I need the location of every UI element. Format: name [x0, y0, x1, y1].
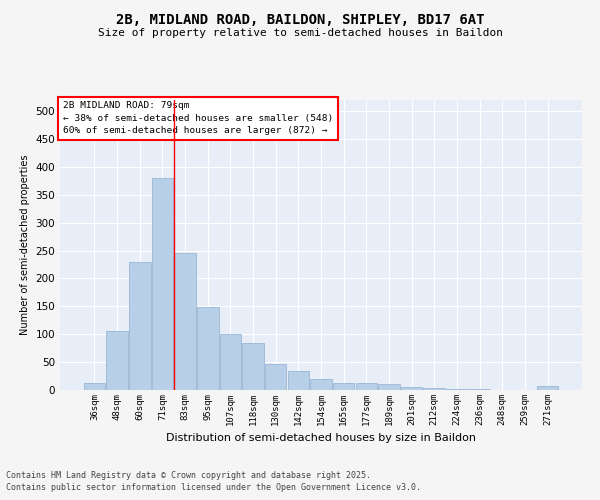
Text: 2B MIDLAND ROAD: 79sqm
← 38% of semi-detached houses are smaller (548)
60% of se: 2B MIDLAND ROAD: 79sqm ← 38% of semi-det… — [62, 102, 333, 136]
Text: Contains public sector information licensed under the Open Government Licence v3: Contains public sector information licen… — [6, 483, 421, 492]
Bar — [401, 386, 422, 390]
X-axis label: Distribution of semi-detached houses by size in Baildon: Distribution of semi-detached houses by … — [166, 434, 476, 444]
Bar — [310, 379, 332, 390]
Bar — [333, 383, 355, 390]
Text: Size of property relative to semi-detached houses in Baildon: Size of property relative to semi-detach… — [97, 28, 503, 38]
Bar — [152, 178, 173, 390]
Bar — [424, 388, 445, 390]
Text: Contains HM Land Registry data © Crown copyright and database right 2025.: Contains HM Land Registry data © Crown c… — [6, 470, 371, 480]
Y-axis label: Number of semi-detached properties: Number of semi-detached properties — [20, 155, 30, 336]
Bar — [287, 371, 309, 390]
Bar — [175, 254, 196, 390]
Bar — [265, 364, 286, 390]
Bar — [537, 386, 558, 390]
Bar — [446, 389, 467, 390]
Bar — [84, 384, 105, 390]
Bar — [129, 262, 151, 390]
Text: 2B, MIDLAND ROAD, BAILDON, SHIPLEY, BD17 6AT: 2B, MIDLAND ROAD, BAILDON, SHIPLEY, BD17… — [116, 12, 484, 26]
Bar — [106, 332, 128, 390]
Bar — [197, 308, 218, 390]
Bar — [356, 383, 377, 390]
Bar — [220, 334, 241, 390]
Bar — [378, 384, 400, 390]
Bar — [242, 342, 264, 390]
